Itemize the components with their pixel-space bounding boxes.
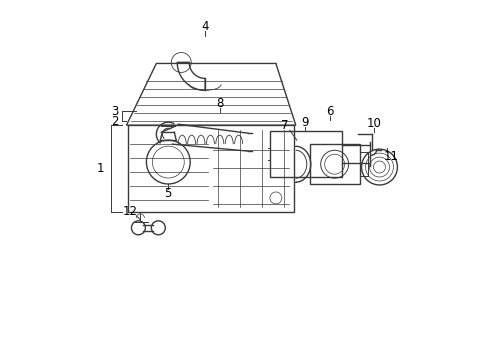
Text: 2: 2 [111, 115, 118, 128]
Text: 8: 8 [217, 97, 224, 110]
Text: 1: 1 [97, 162, 104, 175]
Text: 5: 5 [165, 188, 172, 201]
Text: 9: 9 [301, 116, 309, 129]
Text: 4: 4 [201, 20, 209, 33]
Text: 11: 11 [384, 150, 399, 163]
Text: 3: 3 [111, 105, 118, 118]
Text: 12: 12 [123, 205, 138, 219]
Text: 10: 10 [367, 117, 382, 130]
Text: 6: 6 [326, 105, 333, 118]
Text: 7: 7 [281, 119, 289, 132]
